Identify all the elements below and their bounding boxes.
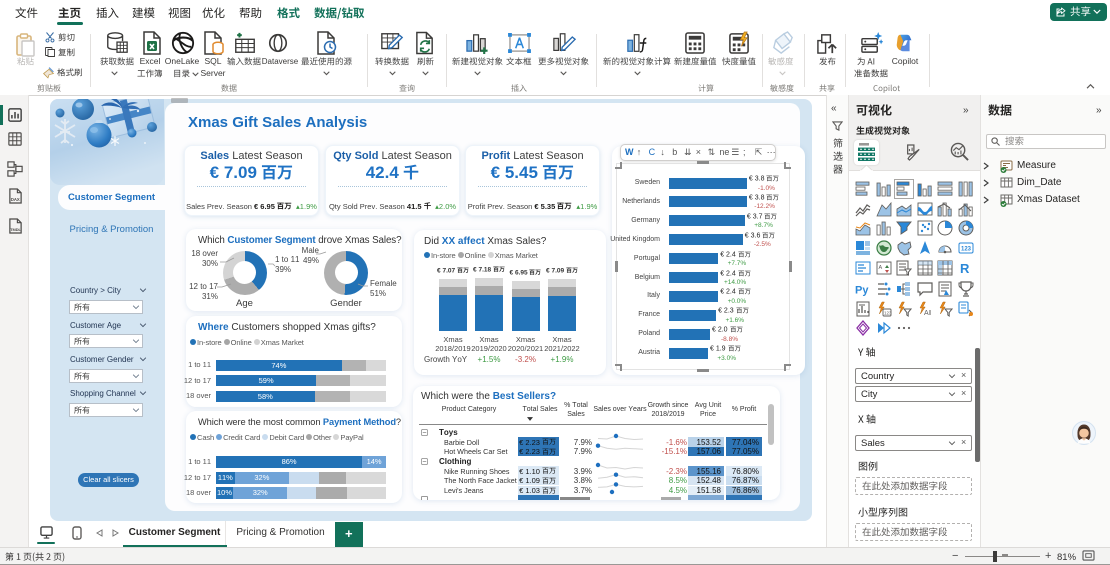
svg-text:R: R xyxy=(960,261,970,276)
svg-text:123: 123 xyxy=(961,247,972,253)
svg-text:DAX: DAX xyxy=(11,197,20,202)
svg-text:A: A xyxy=(878,265,882,271)
svg-text:Py: Py xyxy=(855,284,869,296)
svg-text:A: A xyxy=(924,310,929,317)
svg-text:123: 123 xyxy=(884,310,892,315)
svg-text:TMDL: TMDL xyxy=(10,227,21,232)
